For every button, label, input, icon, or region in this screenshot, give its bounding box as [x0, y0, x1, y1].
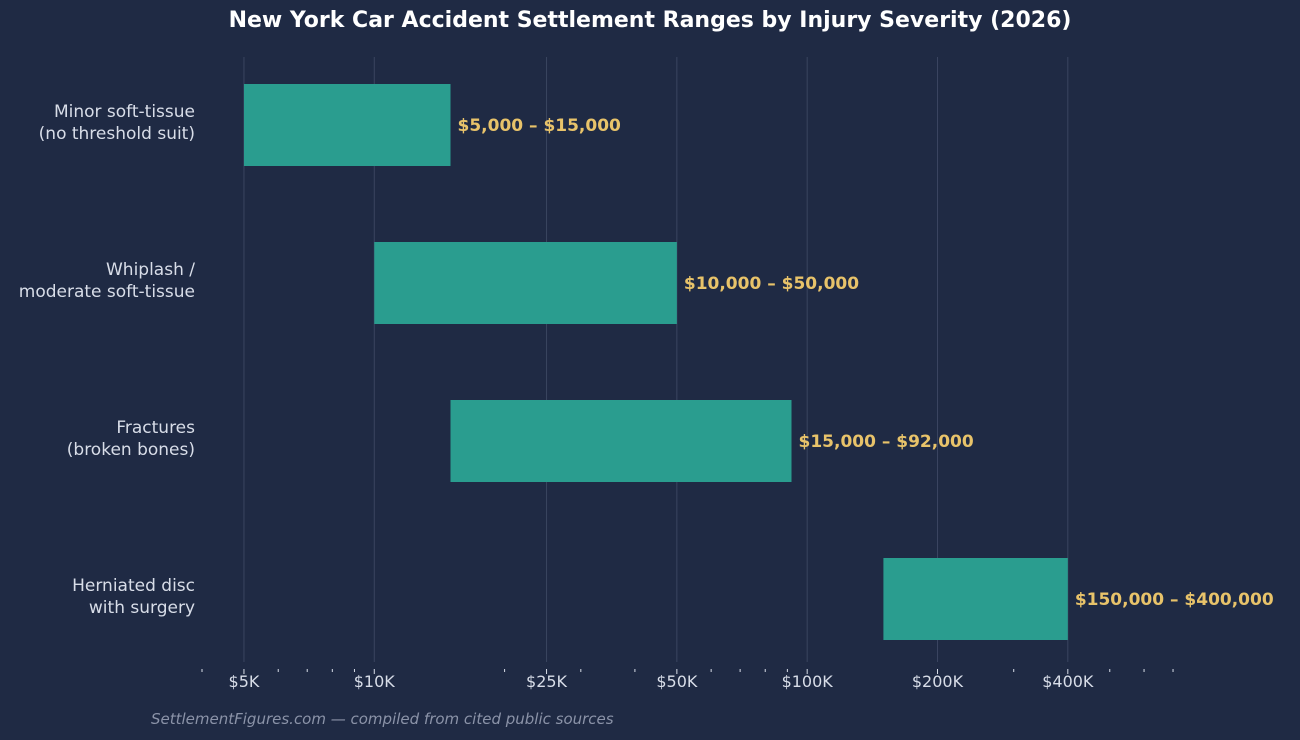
- range-bars: [243, 84, 1068, 640]
- category-label: Fractures: [116, 418, 195, 438]
- category-label: Minor soft-tissue: [54, 102, 195, 122]
- category-label: (broken bones): [67, 440, 195, 460]
- range-bar: [374, 242, 677, 324]
- category-label: Whiplash /: [106, 260, 195, 280]
- source-footer: SettlementFigures.com — compiled from ci…: [151, 710, 614, 728]
- range-value-label: $150,000 – $400,000: [1075, 590, 1274, 610]
- range-bar: [450, 400, 792, 482]
- category-label: moderate soft-tissue: [19, 282, 195, 302]
- x-axis: $5K $10K $25K $50K $100K $200K $400K: [201, 669, 1174, 691]
- range-value-label: $10,000 – $50,000: [684, 274, 859, 294]
- x-tick-label: $50K: [656, 672, 698, 691]
- range-value-label: $15,000 – $92,000: [799, 432, 974, 452]
- range-bar-chart: Minor soft-tissue(no threshold suit) Whip…: [19, 57, 1274, 691]
- x-tick-label: $10K: [354, 672, 396, 691]
- x-tick-label: $400K: [1042, 672, 1094, 691]
- category-label: with surgery: [89, 598, 195, 618]
- range-bar: [243, 84, 451, 166]
- x-tick-label: $25K: [526, 672, 568, 691]
- range-value-label: $5,000 – $15,000: [458, 116, 622, 136]
- data-labels: $5,000 – $15,000 $10,000 – $50,000 $15,000…: [458, 116, 1274, 610]
- range-bar: [883, 558, 1068, 640]
- x-tick-label: $5K: [229, 672, 260, 691]
- category-labels: Minor soft-tissue(no threshold suit) Whip…: [19, 102, 195, 618]
- x-tick-label: $200K: [912, 672, 964, 691]
- chart-title: New York Car Accident Settlement Ranges …: [228, 8, 1072, 33]
- x-tick-label: $100K: [782, 672, 834, 691]
- category-label: Herniated disc: [72, 576, 195, 596]
- category-label: (no threshold suit): [39, 124, 195, 144]
